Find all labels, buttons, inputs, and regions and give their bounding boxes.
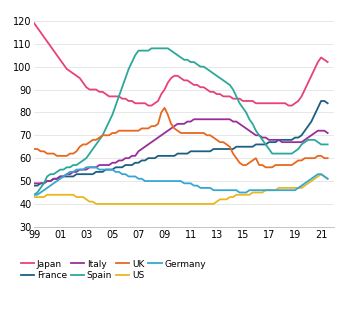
- Legend: Japan, France, Italy, Spain, UK, US, Germany: Japan, France, Italy, Spain, UK, US, Ger…: [20, 260, 206, 280]
